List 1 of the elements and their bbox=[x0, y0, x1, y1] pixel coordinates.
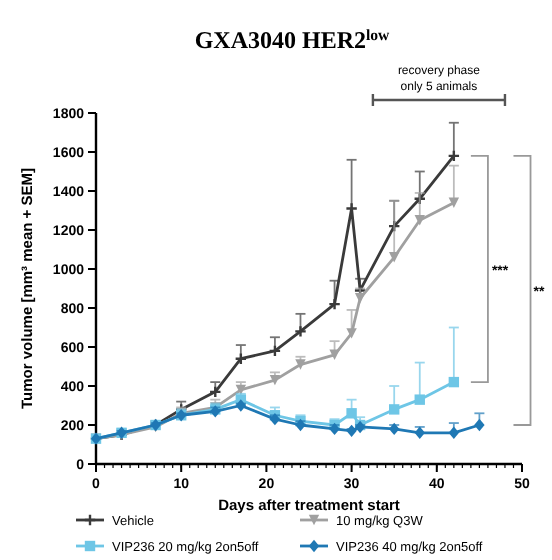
chart-title: GXA3040 HER2$^{low}$ bbox=[194, 25, 391, 54]
